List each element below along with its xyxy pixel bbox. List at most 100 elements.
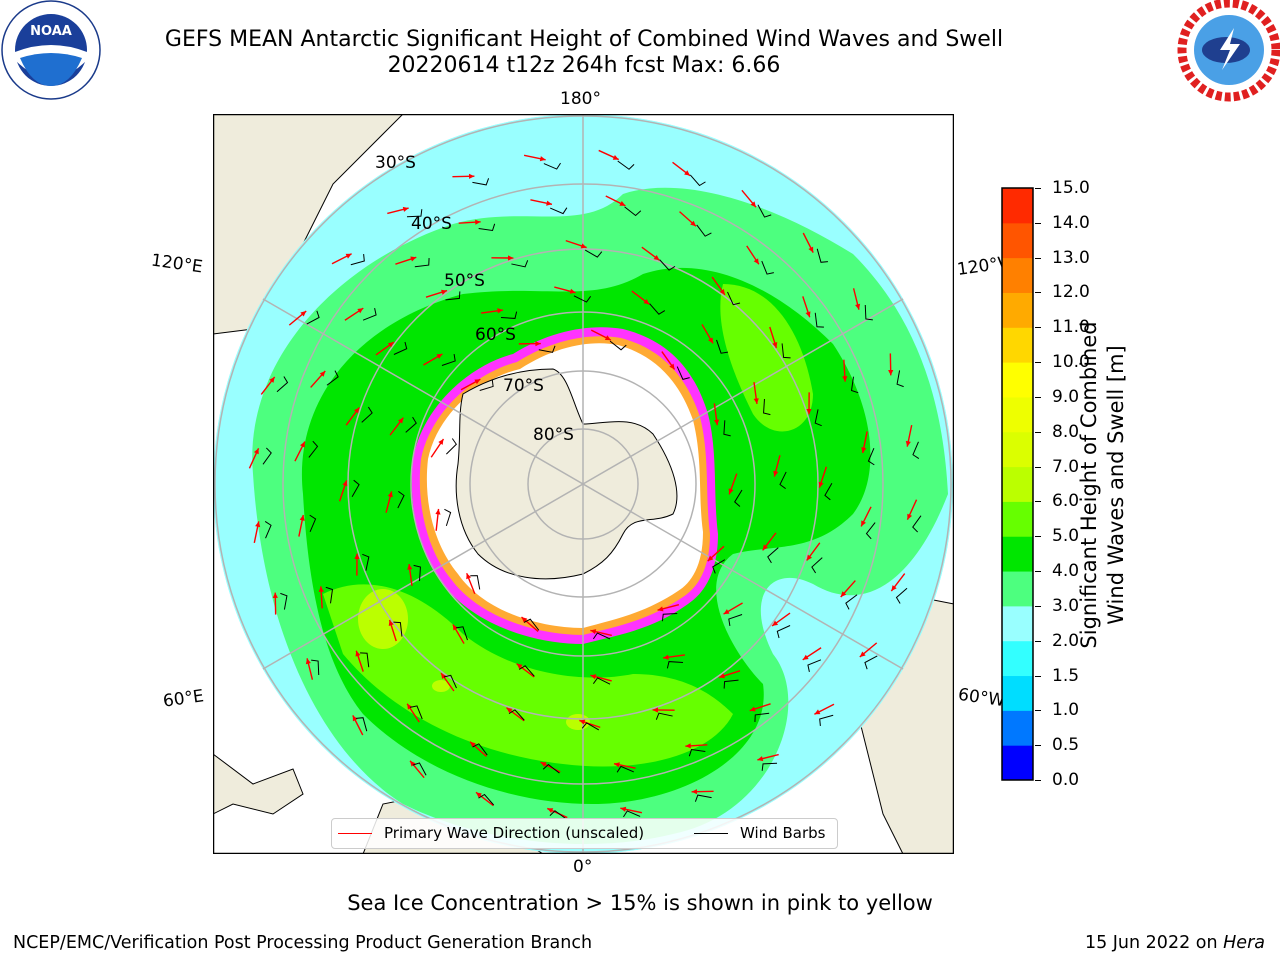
wind-barb (360, 652, 370, 668)
wave-arrow-head (619, 201, 626, 206)
wind-barb (311, 659, 320, 676)
wave-arrow-head (470, 741, 476, 748)
wind-barb (397, 490, 405, 509)
wind-barb (262, 447, 272, 465)
wave-arrow-head (540, 762, 547, 767)
wave-field-5m (323, 584, 733, 767)
wind-barb (864, 304, 873, 321)
wind-barb (689, 174, 706, 187)
wave-arrow-head (319, 371, 326, 377)
wave-arrow-head (590, 629, 597, 635)
wind-barb (351, 479, 360, 498)
wave-arrow-head (657, 606, 664, 612)
wind-barb (712, 559, 726, 574)
wind-barb (716, 339, 729, 354)
lat-label-40s: 40°S (411, 214, 452, 234)
colorbar-block (1002, 362, 1033, 398)
wind-barb (326, 370, 339, 386)
wind-barb (676, 366, 690, 380)
wave-arrow-head (753, 398, 759, 404)
wave-arrow-head (435, 508, 441, 515)
wave-arrow-head (855, 303, 861, 310)
lon-label-60e: 60°E (161, 686, 206, 712)
wind-barb (659, 259, 676, 271)
colorbar-tick-label: 0.5 (1052, 735, 1080, 756)
wave-arrow-head (438, 438, 444, 445)
wind-barb (356, 717, 368, 732)
wave-arrow-head (441, 289, 447, 295)
wind-barb (776, 625, 791, 639)
wave-arrow-head (253, 448, 259, 455)
colorbar-tick-mark (1035, 710, 1041, 712)
wave-arrow-head (719, 673, 725, 679)
wind-barb (850, 376, 859, 394)
wave-arrow-head (546, 200, 552, 206)
colorbar-tick-label: 8.0 (1052, 421, 1080, 442)
wave-arrow-head (521, 617, 528, 623)
wave-arrow-head (808, 246, 814, 253)
wind-barb (478, 223, 496, 232)
wave-arrow-head (398, 417, 404, 424)
wind-barb (443, 674, 457, 689)
colorbar-tick-mark (1035, 745, 1041, 747)
wave-arrow-head (357, 308, 364, 314)
wind-barb (518, 665, 535, 677)
wave-arrow-head (840, 591, 847, 597)
legend-wave-label: Primary Wave Direction (unscaled) (384, 824, 645, 842)
wave-arrow-head (580, 243, 587, 249)
wind-barb (767, 547, 779, 564)
wind-barb (761, 762, 778, 771)
wave-arrow-head (410, 256, 417, 262)
colorbar-title-line1: Significant Height of Combined (1077, 321, 1101, 649)
wave-arrow-head (859, 651, 866, 657)
wave-arrow-head (750, 201, 756, 208)
wind-barb (781, 343, 791, 359)
nws-logo (1177, 0, 1280, 102)
wave-arrow-head (475, 219, 481, 225)
footer-machine: Hera (1223, 933, 1265, 953)
wave-arrow-head (272, 592, 278, 599)
wind-barb (824, 482, 833, 501)
colorbar-tick-mark (1035, 292, 1041, 294)
wave-arrow-head (713, 419, 720, 426)
wave-arrow-head (497, 308, 503, 314)
wind-barb (414, 258, 430, 268)
wind-barb (845, 594, 858, 610)
colorbar-title-line2: Wind Waves and Swell [m] (1104, 345, 1128, 625)
colorbar-tick-mark (1035, 222, 1041, 224)
wave-arrow-head (269, 376, 275, 383)
wind-barb (723, 420, 731, 437)
wind-barb (523, 618, 540, 631)
noaa-logo-text: NOAA (30, 24, 72, 39)
wave-arrow-head (569, 288, 576, 294)
lat-label-30s: 30°S (375, 153, 416, 173)
colorbar-block (1002, 675, 1033, 711)
wind-barb (393, 621, 403, 637)
wave-arrow-head (762, 544, 768, 551)
wind-barb (478, 793, 495, 806)
wave-arrow-head (474, 379, 481, 385)
wind-barb (350, 254, 365, 266)
colorbar-block (1002, 571, 1033, 607)
wind-barb (406, 209, 423, 218)
wind-barb (410, 705, 423, 720)
wind-barb (325, 586, 334, 604)
wave-arrow-head (387, 491, 393, 498)
wave-arrow-head (516, 663, 523, 669)
wind-barb (362, 308, 377, 321)
colorbar-tick-mark (1035, 536, 1041, 538)
wave-arrow-head (643, 299, 650, 305)
wind-barb (616, 765, 634, 773)
wind-barb (550, 207, 568, 215)
wave-arrow-head (614, 762, 620, 768)
wave-arrow-head (441, 673, 447, 680)
wind-barb (896, 370, 904, 388)
wave-arrow-head (753, 258, 759, 265)
colorbar-block (1002, 257, 1033, 293)
wave-field-5m-2 (720, 284, 813, 432)
wind-barb (734, 489, 743, 507)
wave-arrow-head (342, 480, 348, 487)
wave-arrow-head (653, 254, 660, 261)
wind-barb (592, 677, 611, 685)
wind-barb (542, 763, 560, 774)
